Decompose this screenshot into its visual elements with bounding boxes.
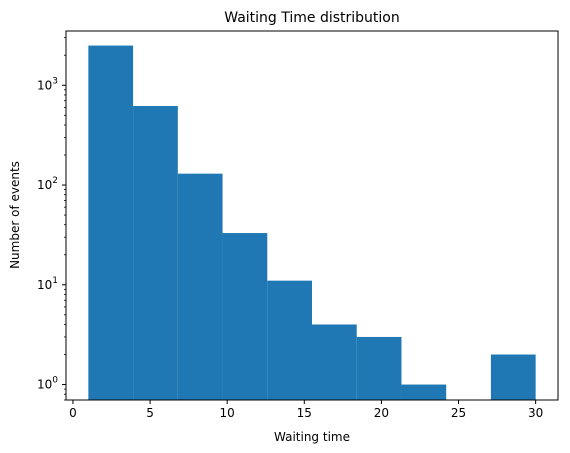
histogram-bar xyxy=(312,324,357,400)
plot-frame xyxy=(65,30,559,401)
histogram-bar xyxy=(88,45,134,400)
x-tick-label: 20 xyxy=(374,406,389,420)
histogram-bar xyxy=(222,233,268,400)
y-tick-label: 102 xyxy=(37,176,58,192)
histogram-bar xyxy=(356,336,402,400)
x-tick-label: 10 xyxy=(220,406,235,420)
y-tick-label: 100 xyxy=(37,376,58,392)
histogram-bar xyxy=(267,280,312,400)
y-axis: 100 101 102 103 xyxy=(37,37,66,401)
y-axis-label: Number of events xyxy=(8,161,22,269)
x-tick-label: 25 xyxy=(451,406,466,420)
x-tick-label: 15 xyxy=(297,406,312,420)
histogram-bar xyxy=(133,105,178,401)
chart-title: Waiting Time distribution xyxy=(224,10,400,26)
y-tick-label: 103 xyxy=(37,76,58,92)
x-axis-label: Waiting time xyxy=(274,430,350,444)
x-tick-label: 30 xyxy=(528,406,543,420)
x-tick-label: 0 xyxy=(69,406,77,420)
x-tick-label: 5 xyxy=(146,406,154,420)
histogram-bar xyxy=(177,173,223,400)
histogram-bar xyxy=(490,354,536,400)
bars xyxy=(88,45,536,401)
histogram-bar xyxy=(401,384,447,400)
y-tick-label: 101 xyxy=(37,276,58,292)
x-axis: 0 5 10 15 20 25 30 xyxy=(69,400,543,420)
